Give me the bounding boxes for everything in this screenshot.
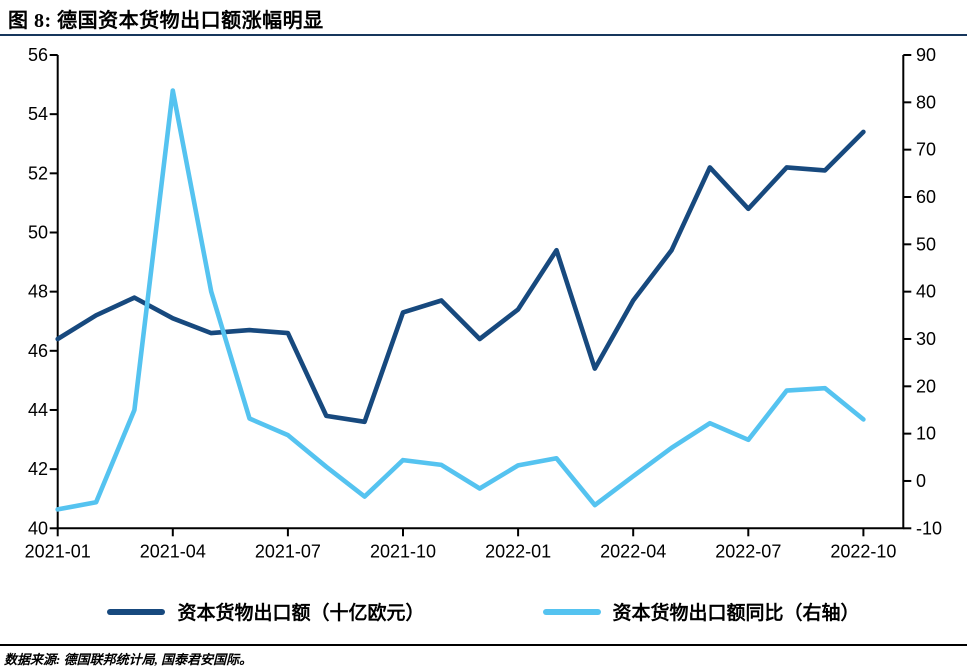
x-axis-label: 2022-01 xyxy=(485,541,551,561)
left-axis-label: 40 xyxy=(28,518,48,538)
legend-label-yoy: 资本货物出口额同比（右轴） xyxy=(612,603,860,624)
left-axis-label: 42 xyxy=(28,459,48,479)
left-axis-label: 56 xyxy=(28,45,48,65)
right-axis-label: 40 xyxy=(916,282,936,302)
x-axis-label: 2022-04 xyxy=(600,541,666,561)
chart-legend: 资本货物出口额（十亿欧元） 资本货物出口额同比（右轴） xyxy=(0,598,967,625)
right-axis-label: 30 xyxy=(916,329,936,349)
right-axis-label: 50 xyxy=(916,234,936,254)
source-note: 数据来源: 德国联邦统计局, 国泰君安国际。 xyxy=(4,652,253,667)
left-axis-label: 50 xyxy=(28,222,48,242)
line-chart-canvas: 56 54 52 50 48 46 44 42 40 90 80 70 60 50 40 30 20 10 0 -10… xyxy=(25,45,942,561)
right-axis-label: 70 xyxy=(916,140,936,160)
legend-swatch-yoy xyxy=(542,608,601,615)
right-axis-label: 80 xyxy=(916,92,936,112)
legend-item-yoy: 资本货物出口额同比（右轴） xyxy=(542,598,860,625)
x-axis-label: 2022-10 xyxy=(830,541,896,561)
series-line-1 xyxy=(55,88,866,512)
left-axis-label: 54 xyxy=(28,104,48,124)
x-axis-label: 2021-10 xyxy=(370,541,436,561)
right-axis-label: 90 xyxy=(916,45,936,65)
left-axis-label: 48 xyxy=(28,282,48,302)
right-axis-label: -10 xyxy=(916,518,942,538)
x-axis-label: 2022-07 xyxy=(715,541,781,561)
legend-item-exports: 资本货物出口额（十亿欧元） xyxy=(107,598,425,625)
left-axis-label: 52 xyxy=(28,163,48,183)
right-axis-label: 20 xyxy=(916,376,936,396)
left-axis-label: 44 xyxy=(28,400,48,420)
chart-title: 图 8: 德国资本货物出口额涨幅明显 xyxy=(8,10,324,32)
x-axis-label: 2021-01 xyxy=(25,541,91,561)
right-axis-label: 10 xyxy=(916,424,936,444)
left-axis-label: 46 xyxy=(28,341,48,361)
legend-label-exports: 资本货物出口额（十亿欧元） xyxy=(177,603,425,624)
right-axis-label: 0 xyxy=(916,471,926,491)
title-divider xyxy=(0,34,967,36)
series-line-0 xyxy=(55,129,866,425)
footer-divider xyxy=(0,644,967,646)
legend-swatch-exports xyxy=(107,608,166,615)
chart-header: 图 8: 德国资本货物出口额涨幅明显 xyxy=(8,4,959,33)
x-axis-label: 2021-07 xyxy=(255,541,321,561)
x-axis-label: 2021-04 xyxy=(140,541,206,561)
right-axis-label: 60 xyxy=(916,187,936,207)
